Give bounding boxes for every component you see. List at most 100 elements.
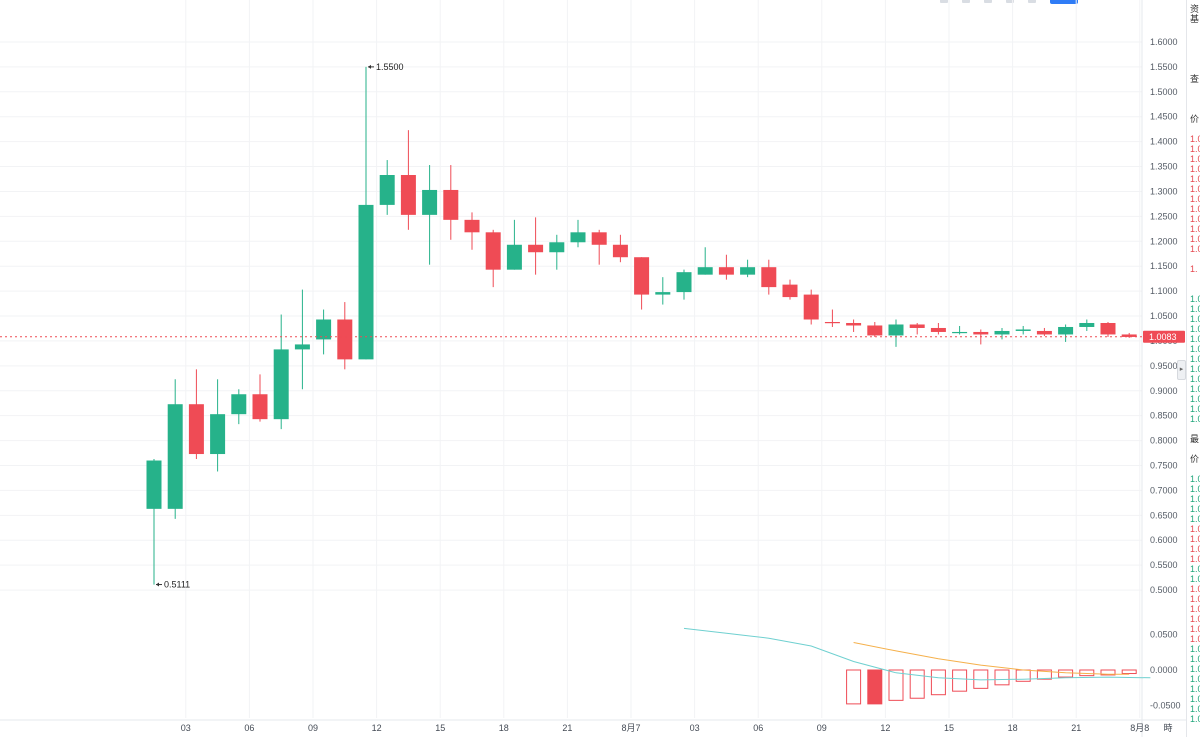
- toolbar-primary-button[interactable]: [1050, 0, 1078, 4]
- candle-body: [952, 331, 968, 334]
- time-tick-label: 12: [880, 723, 890, 733]
- candle: [316, 309, 332, 355]
- time-tick-label: 8月8: [1130, 723, 1149, 733]
- candle-body: [740, 267, 756, 275]
- candle: [697, 247, 713, 275]
- toolbar-button[interactable]: [940, 0, 948, 3]
- candle: [294, 289, 310, 390]
- price-tick-label: 0.6000: [1150, 535, 1178, 545]
- candle-body: [146, 460, 162, 509]
- candles: [146, 66, 1137, 585]
- candle-body: [909, 324, 925, 328]
- side-panel-row: 1.0: [1190, 414, 1200, 424]
- time-tick-label: 03: [690, 723, 700, 733]
- side-panel-row: 1.0: [1190, 574, 1200, 584]
- candle-body: [506, 244, 522, 270]
- side-panel-row: 1.0: [1190, 624, 1200, 634]
- side-panel-row: 1.0: [1190, 304, 1200, 314]
- histogram-bar: [952, 669, 968, 692]
- toolbar-button[interactable]: [962, 0, 970, 3]
- price-tick-label: 1.1500: [1150, 261, 1178, 271]
- candle: [824, 309, 840, 327]
- price-tick-label: 0.6500: [1150, 510, 1178, 520]
- annotations: 1.5500 0.5111: [156, 62, 404, 590]
- annotation-arrow: [368, 64, 371, 69]
- candle-body: [316, 319, 332, 340]
- side-panel-row: 1.0: [1190, 244, 1200, 254]
- annotation-label: 0.5111: [164, 580, 190, 590]
- candle-body: [337, 319, 353, 360]
- side-panel-row: 1.0: [1190, 684, 1200, 694]
- side-panel-row: 1.0: [1190, 554, 1200, 564]
- candle: [655, 277, 671, 305]
- candle-body: [930, 327, 946, 332]
- candle: [740, 259, 756, 278]
- candle: [952, 325, 968, 335]
- candle-body: [1079, 322, 1095, 327]
- histogram-bar: [888, 669, 904, 701]
- side-panel-row: 1.0: [1190, 324, 1200, 334]
- candle: [591, 229, 607, 265]
- price-tick-label: 1.2000: [1150, 236, 1178, 246]
- time-tick-label: 21: [1071, 723, 1081, 733]
- histogram-bar: [1058, 669, 1074, 678]
- price-tick-label: 1.1000: [1150, 286, 1178, 296]
- candle: [718, 254, 734, 280]
- candle-body: [400, 175, 416, 215]
- candle: [634, 257, 650, 310]
- candle: [464, 212, 480, 250]
- side-panel-row: 1.0: [1190, 144, 1200, 154]
- side-panel-row: 基: [1190, 14, 1200, 24]
- histogram-bar: [1100, 669, 1116, 676]
- time-tick-label: 18: [499, 723, 509, 733]
- side-panel-row: 1.0: [1190, 364, 1200, 374]
- candle: [1100, 321, 1116, 337]
- side-panel-row: 查: [1190, 74, 1200, 84]
- candle-body: [612, 244, 628, 258]
- candle: [782, 279, 798, 300]
- side-panel-row: 1.0: [1190, 534, 1200, 544]
- price-tick-label: 0.9500: [1150, 361, 1178, 371]
- side-panel-row: 1.0: [1190, 644, 1200, 654]
- side-panel-row: 1.0: [1190, 614, 1200, 624]
- order-book-panel: 资基查价1.01.01.01.01.01.01.01.01.01.01.01.0…: [1186, 0, 1200, 737]
- side-panel-row: 1.0: [1190, 374, 1200, 384]
- histogram-bar: [1121, 669, 1137, 675]
- candle-body: [846, 322, 862, 326]
- side-panel-row: 1.0: [1190, 334, 1200, 344]
- candle-body: [379, 175, 395, 205]
- candle-body: [294, 344, 310, 350]
- side-panel-row: 1.0: [1190, 164, 1200, 174]
- candle: [1079, 319, 1095, 331]
- candle: [888, 319, 904, 347]
- side-panel-row: 1.0: [1190, 344, 1200, 354]
- indicator-slow-line: [853, 642, 1130, 675]
- side-panel-row: 1.0: [1190, 314, 1200, 324]
- candle: [930, 322, 946, 335]
- indicator-tick-label: 0.0000: [1150, 665, 1178, 675]
- time-tick-label: 06: [244, 723, 254, 733]
- side-panel-row: 1.0: [1190, 514, 1200, 524]
- candle-body: [528, 244, 544, 253]
- side-panel-row: 1.0: [1190, 234, 1200, 244]
- toolbar-button[interactable]: [984, 0, 992, 3]
- toolbar-button[interactable]: [1006, 0, 1014, 3]
- side-panel-row: 1.: [1190, 264, 1198, 274]
- side-panel-row: 1.0: [1190, 154, 1200, 164]
- panel-toggle-button[interactable]: ▸: [1177, 360, 1186, 380]
- histogram-bar: [867, 669, 883, 705]
- side-panel-row: 1.0: [1190, 504, 1200, 514]
- side-panel-row: 1.0: [1190, 384, 1200, 394]
- toolbar-button[interactable]: [1028, 0, 1036, 3]
- candle-body: [973, 331, 989, 335]
- candle: [188, 369, 204, 460]
- candle: [528, 217, 544, 275]
- price-tick-label: 1.4000: [1150, 137, 1178, 147]
- histogram-bar: [846, 669, 862, 705]
- candle: [803, 289, 819, 325]
- candle: [231, 389, 247, 425]
- histogram-bar: [1079, 669, 1095, 677]
- candle: [506, 219, 522, 270]
- side-panel-row: 1.0: [1190, 174, 1200, 184]
